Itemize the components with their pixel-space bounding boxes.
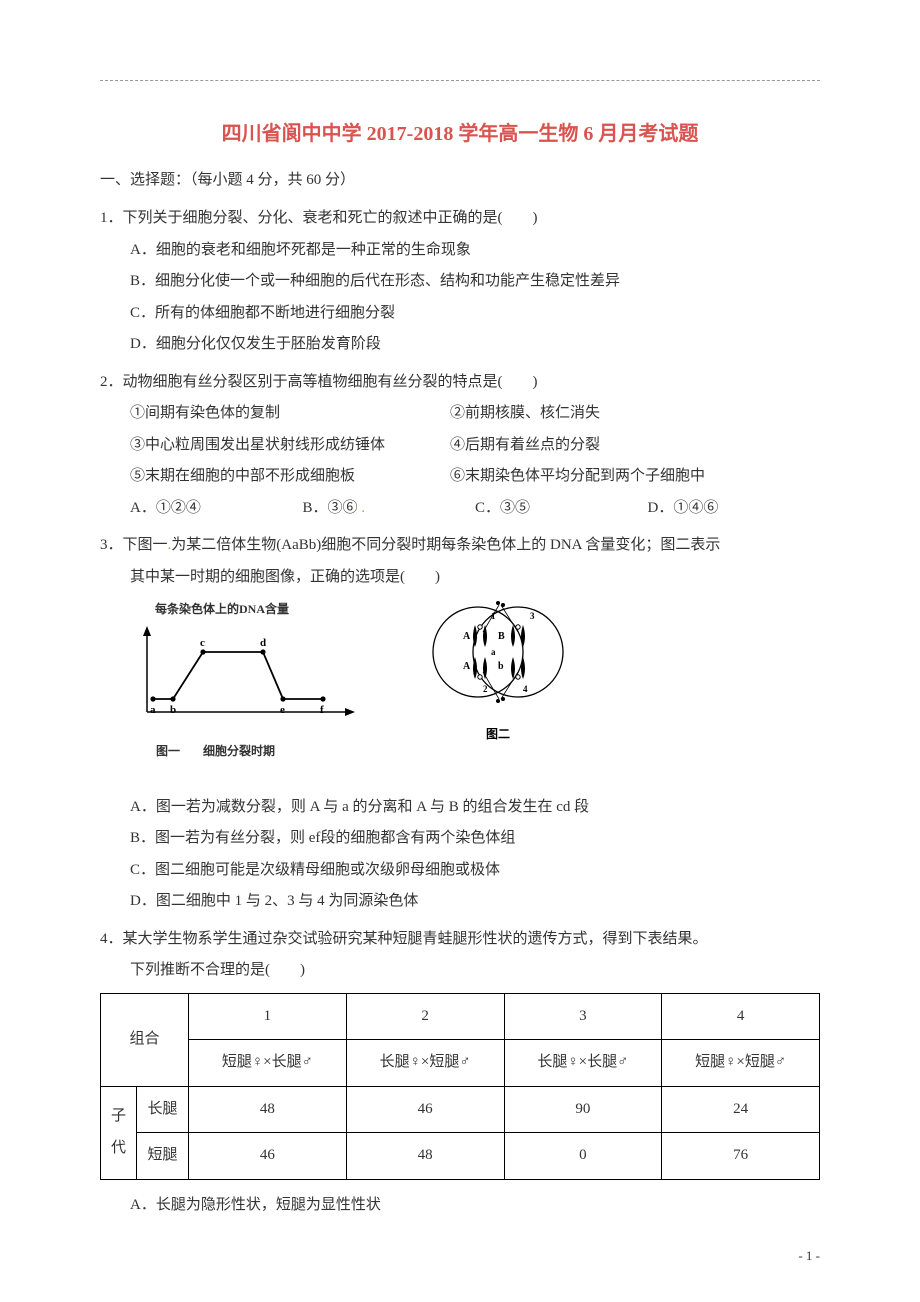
svg-text:B: B [498, 631, 505, 642]
fig1-chart: a b c d e f [133, 624, 363, 724]
th-col: 1 [189, 993, 347, 1040]
th-cross: 长腿♀×长腿♂ [504, 1040, 662, 1087]
th-col: 3 [504, 993, 662, 1040]
cell: 46 [189, 1133, 347, 1180]
cell: 90 [504, 1086, 662, 1133]
svg-text:d: d [260, 637, 266, 649]
svg-text:4: 4 [523, 684, 528, 694]
cell: 24 [662, 1086, 820, 1133]
q1-option-b: B．细胞分化使一个或一种细胞的后代在形态、结构和功能产生稳定性差异 [100, 266, 820, 298]
cell: 48 [189, 1086, 347, 1133]
th-cross: 长腿♀×短腿♂ [346, 1040, 504, 1087]
q2-stem: 2．动物细胞有丝分裂区别于高等植物细胞有丝分裂的特点是( ) [100, 367, 820, 399]
svg-text:a: a [150, 704, 156, 716]
fig1-xlabel: 细胞分裂时期 [203, 739, 363, 764]
fig1-ylabel: 每条染色体上的DNA含量 [155, 597, 363, 622]
th-group: 组合 [101, 993, 189, 1086]
row-label: 长腿 [137, 1086, 189, 1133]
q2-option-d: D．①④⑥ [648, 493, 821, 525]
q2-item-4: ④后期有着丝点的分裂 [450, 430, 820, 462]
q2-option-a: A．①②④ [130, 493, 303, 525]
svg-text:f: f [320, 704, 324, 716]
q3-option-a: A．图一若为减数分裂，则 A 与 a 的分离和 A 与 B 的组合发生在 cd … [100, 792, 820, 824]
svg-text:A: A [463, 631, 471, 642]
q3-option-d: D．图二细胞中 1 与 2、3 与 4 为同源染色体 [100, 886, 820, 918]
q2-item-2: ②前期核膜、核仁消失 [450, 398, 820, 430]
svg-text:2: 2 [483, 684, 488, 694]
q3-stem-line1: 3．下图一.为某二倍体生物(AaBb)细胞不同分裂时期每条染色体上的 DNA 含… [100, 530, 820, 562]
svg-text:A: A [463, 661, 471, 672]
svg-text:a: a [491, 647, 496, 657]
fig2-cell: A 1 B 3 A 2 b 4 a [423, 597, 573, 707]
th-cross: 短腿♀×短腿♂ [662, 1040, 820, 1087]
fig1-caption: 图一 [133, 739, 203, 764]
table-row: 短腿♀×长腿♂ 长腿♀×短腿♂ 长腿♀×长腿♂ 短腿♀×短腿♂ [101, 1040, 820, 1087]
cell: 48 [346, 1133, 504, 1180]
row-label: 短腿 [137, 1133, 189, 1180]
question-2: 2．动物细胞有丝分裂区别于高等植物细胞有丝分裂的特点是( ) ①间期有染色体的复… [100, 367, 820, 525]
section-header: 一、选择题：（每小题 4 分，共 60 分） [100, 168, 820, 189]
table-row: 短腿 46 48 0 76 [101, 1133, 820, 1180]
page-title: 四川省阆中中学 2017-2018 学年高一生物 6 月月考试题 [100, 117, 820, 146]
q3-option-b: B．图一若为有丝分裂，则 ef段的细胞都含有两个染色体组 [100, 823, 820, 855]
top-rule [100, 80, 820, 81]
th-cross: 短腿♀×长腿♂ [189, 1040, 347, 1087]
q1-stem: 1．下列关于细胞分裂、分化、衰老和死亡的叙述中正确的是( ) [100, 203, 820, 235]
q4-option-a: A．长腿为隐形性状，短腿为显性性状 [100, 1190, 820, 1222]
cell: 0 [504, 1133, 662, 1180]
table-row: 组合 1 2 3 4 [101, 993, 820, 1040]
cell: 76 [662, 1133, 820, 1180]
q1-option-c: C．所有的体细胞都不断地进行细胞分裂 [100, 298, 820, 330]
th-col: 2 [346, 993, 504, 1040]
q3-stem-line2: 其中某一时期的细胞图像，正确的选项是( ) [100, 562, 820, 594]
figure-1: 每条染色体上的DNA含量 a b c d e f 图一 细胞分裂时期 [133, 597, 363, 764]
svg-text:c: c [200, 637, 205, 649]
q2-option-b: B．③⑥ . [303, 493, 476, 525]
q4-stem-line1: 4．某大学生物系学生通过杂交试验研究某种短腿青蛙腿形性状的遗传方式，得到下表结果… [100, 924, 820, 956]
q2-item-1: ①间期有染色体的复制 [130, 398, 450, 430]
page-number: - 1 - [798, 1248, 820, 1264]
svg-text:e: e [280, 704, 285, 716]
q1-option-a: A．细胞的衰老和细胞坏死都是一种正常的生命现象 [100, 235, 820, 267]
fig2-caption: 图二 [423, 722, 573, 747]
q4-table: 组合 1 2 3 4 短腿♀×长腿♂ 长腿♀×短腿♂ 长腿♀×长腿♂ 短腿♀×短… [100, 993, 820, 1180]
svg-text:b: b [170, 704, 176, 716]
q2-option-c: C．③⑤ [475, 493, 648, 525]
th-col: 4 [662, 993, 820, 1040]
svg-text:b: b [498, 661, 504, 672]
q2-item-3: ③中心粒周围发出星状射线形成纺锤体 [130, 430, 450, 462]
q1-option-d: D．细胞分化仅仅发生于胚胎发育阶段 [100, 329, 820, 361]
question-1: 1．下列关于细胞分裂、分化、衰老和死亡的叙述中正确的是( ) A．细胞的衰老和细… [100, 203, 820, 361]
question-3: 3．下图一.为某二倍体生物(AaBb)细胞不同分裂时期每条染色体上的 DNA 含… [100, 530, 820, 918]
figure-2: A 1 B 3 A 2 b 4 a 图二 [423, 597, 573, 747]
svg-text:3: 3 [530, 611, 535, 621]
q2-item-6: ⑥末期染色体平均分配到两个子细胞中 [450, 461, 820, 493]
q2-item-5: ⑤末期在细胞的中部不形成细胞板 [130, 461, 450, 493]
q4-stem-line2: 下列推断不合理的是( ) [100, 955, 820, 987]
row-group: 子代 [101, 1086, 137, 1179]
q3-option-c: C．图二细胞可能是次级精母细胞或次级卵母细胞或极体 [100, 855, 820, 887]
q3-figures: 每条染色体上的DNA含量 abcdef 图一 细胞分裂时期 [100, 597, 820, 764]
question-4: 4．某大学生物系学生通过杂交试验研究某种短腿青蛙腿形性状的遗传方式，得到下表结果… [100, 924, 820, 1222]
svg-text:1: 1 [491, 611, 496, 621]
cell: 46 [346, 1086, 504, 1133]
table-row: 子代 长腿 48 46 90 24 [101, 1086, 820, 1133]
